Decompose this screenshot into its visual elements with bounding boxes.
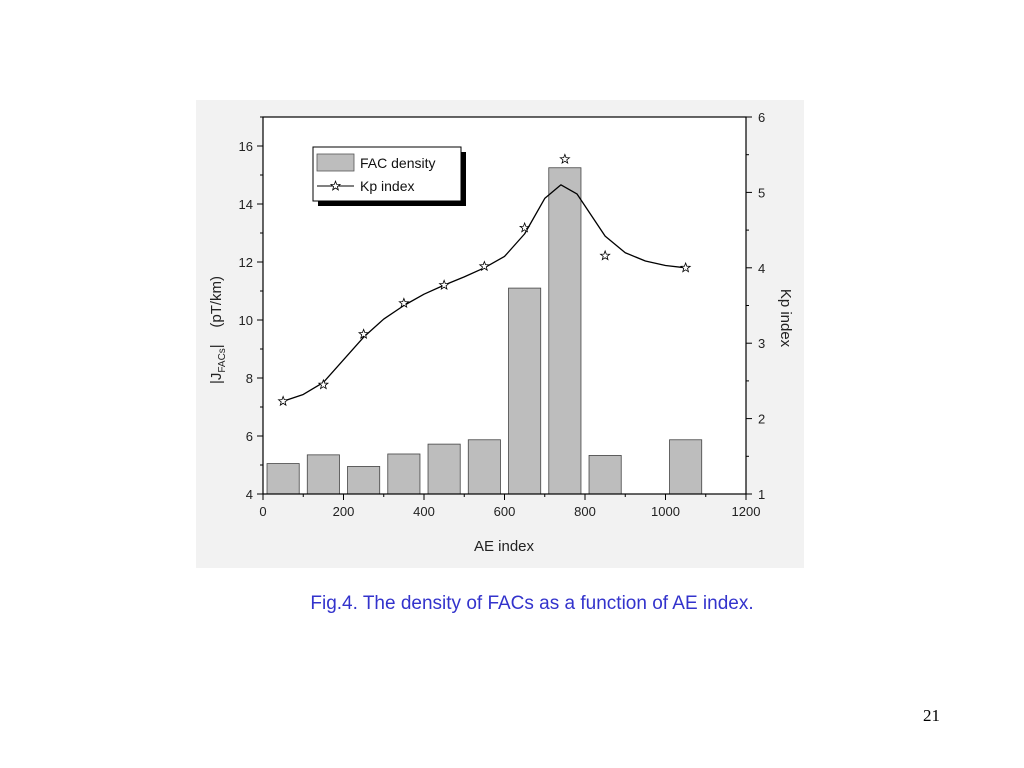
y-axis-left-title: |JFACs| (pT/km) [208, 276, 228, 384]
x-tick-label: 1200 [732, 504, 761, 519]
figure-caption: Fig.4. The density of FACs as a function… [310, 593, 754, 614]
x-tick-label: 400 [413, 504, 435, 519]
legend: FAC density Kp index [312, 146, 466, 206]
bar-fac-density [266, 463, 300, 495]
kp-star-point [679, 261, 692, 273]
kp-star-point [277, 395, 289, 407]
y-right-tick-label: 4 [758, 261, 765, 276]
y-axis-left-title-sub: FACs [217, 348, 228, 372]
y-axis-left-title-pre: |J [208, 373, 225, 384]
bar-fac-density [669, 439, 703, 495]
y-left-tick-label: 6 [246, 429, 253, 444]
y-axis-left-title-post: | (pT/km) [208, 276, 225, 348]
bar-fac-density [387, 453, 421, 495]
kp-star-point [398, 297, 410, 309]
x-axis: 0 200 400 600 800 1000 1200 [259, 494, 760, 519]
kp-star-point [438, 279, 450, 290]
x-tick-label: 600 [494, 504, 516, 519]
kp-star-point [317, 378, 330, 390]
bar-fac-density [588, 455, 622, 495]
kp-fit-line [282, 184, 686, 402]
x-tick-label: 800 [574, 504, 596, 519]
y-left-tick-label: 14 [239, 197, 253, 212]
bar-fac-density [467, 439, 501, 495]
y-axis-left: 4 6 8 10 12 14 16 [239, 116, 263, 502]
y-right-tick-label: 5 [758, 185, 765, 200]
y-right-tick-label: 3 [758, 336, 765, 351]
y-right-tick-label: 6 [758, 110, 765, 125]
y-right-tick-label: 1 [758, 487, 765, 502]
bar-fac-density [508, 287, 542, 495]
y-axis-right: 1 2 3 4 5 6 [746, 110, 765, 502]
kp-star-point [559, 153, 571, 165]
y-right-tick-label: 2 [758, 412, 765, 427]
kp-star-point [478, 260, 491, 272]
y-axis-right-title: Kp index [777, 289, 794, 348]
x-tick-label: 200 [333, 504, 355, 519]
bar-fac-density [548, 167, 582, 495]
kp-star-point [599, 249, 611, 261]
kp-index-series [277, 153, 692, 407]
x-axis-title: AE index [474, 538, 535, 555]
bar-fac-density [427, 443, 461, 495]
y-left-tick-label: 10 [239, 313, 253, 328]
legend-star-marker [329, 180, 342, 191]
y-left-tick-label: 16 [239, 139, 253, 154]
legend-label-fac-density: FAC density [360, 155, 435, 171]
y-left-tick-label: 8 [246, 371, 253, 386]
fac-density-bars [266, 167, 703, 495]
x-tick-label: 1000 [651, 504, 680, 519]
kp-star-point [357, 328, 370, 339]
bar-fac-density [347, 466, 381, 495]
kp-star-point [518, 221, 531, 233]
page-number: 21 [923, 706, 940, 725]
legend-label-kp-index: Kp index [360, 178, 414, 194]
legend-bar-swatch [316, 153, 355, 172]
bar-fac-density [306, 454, 340, 495]
x-tick-label: 0 [259, 504, 266, 519]
y-left-tick-label: 12 [239, 255, 253, 270]
y-left-tick-label: 4 [246, 487, 253, 502]
